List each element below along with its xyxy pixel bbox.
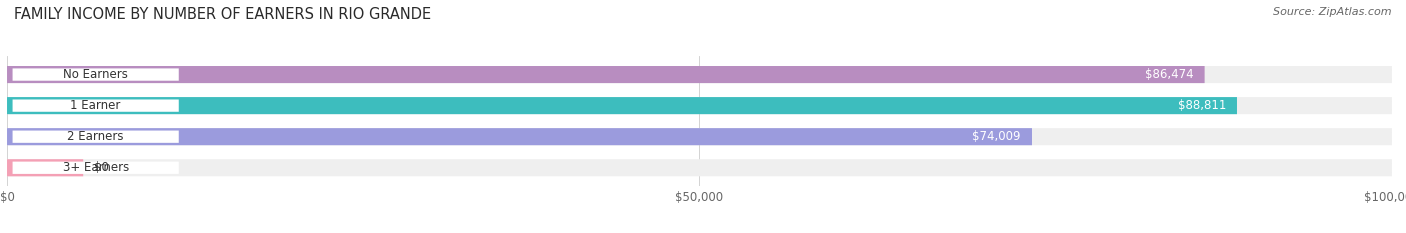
FancyBboxPatch shape (7, 97, 1392, 114)
Text: $86,474: $86,474 (1144, 68, 1194, 81)
FancyBboxPatch shape (13, 162, 179, 174)
Text: FAMILY INCOME BY NUMBER OF EARNERS IN RIO GRANDE: FAMILY INCOME BY NUMBER OF EARNERS IN RI… (14, 7, 432, 22)
FancyBboxPatch shape (7, 159, 1392, 176)
Text: $88,811: $88,811 (1178, 99, 1226, 112)
FancyBboxPatch shape (7, 66, 1205, 83)
Text: 2 Earners: 2 Earners (67, 130, 124, 143)
FancyBboxPatch shape (13, 99, 179, 112)
FancyBboxPatch shape (7, 128, 1032, 145)
FancyBboxPatch shape (7, 66, 1392, 83)
Text: $74,009: $74,009 (973, 130, 1021, 143)
FancyBboxPatch shape (7, 97, 1237, 114)
FancyBboxPatch shape (7, 128, 1392, 145)
Text: $0: $0 (94, 161, 110, 174)
FancyBboxPatch shape (13, 130, 179, 143)
Text: Source: ZipAtlas.com: Source: ZipAtlas.com (1274, 7, 1392, 17)
Text: 1 Earner: 1 Earner (70, 99, 121, 112)
Text: No Earners: No Earners (63, 68, 128, 81)
FancyBboxPatch shape (13, 69, 179, 81)
FancyBboxPatch shape (7, 159, 83, 176)
Text: 3+ Earners: 3+ Earners (62, 161, 129, 174)
